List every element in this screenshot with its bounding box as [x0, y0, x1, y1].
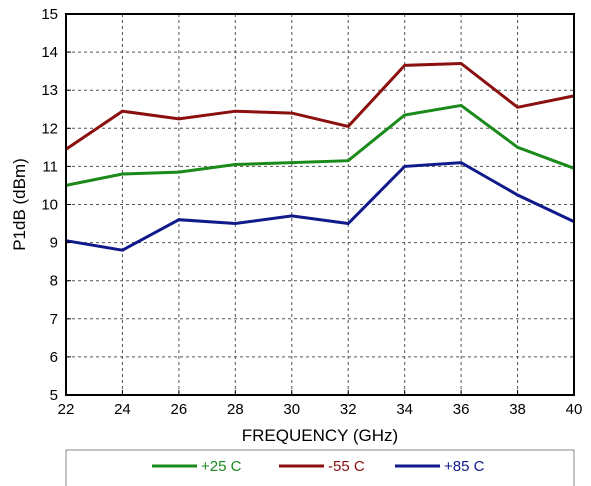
y-tick-label: 8 — [50, 273, 58, 290]
y-axis-ticks: 5 6 7 8 9 10 11 12 13 14 15 — [41, 6, 71, 404]
legend-label-2: -55 C — [328, 458, 365, 475]
x-tick-label: 28 — [227, 401, 244, 418]
x-tick-label: 26 — [171, 401, 188, 418]
y-tick-label: 14 — [41, 44, 58, 61]
y-tick-label: 9 — [50, 235, 58, 252]
x-axis-ticks: 22 24 26 28 30 32 34 36 38 40 — [58, 390, 583, 418]
y-tick-label: 5 — [50, 387, 58, 404]
x-axis-label: FREQUENCY (GHz) — [242, 426, 398, 445]
x-tick-label: 32 — [340, 401, 357, 418]
series-line-1 — [65, 103, 575, 187]
x-tick-label: 30 — [283, 401, 300, 418]
x-tick-label: 22 — [58, 401, 75, 418]
y-tick-label: 15 — [41, 6, 58, 23]
series-lines — [65, 61, 575, 252]
legend: +25 C -55 C +85 C — [65, 449, 575, 486]
legend-box — [65, 449, 575, 486]
y-tick-label: 13 — [41, 82, 58, 99]
y-tick-label: 11 — [42, 158, 58, 175]
y-tick-label: 12 — [41, 120, 58, 137]
series-line-3 — [65, 161, 575, 252]
x-tick-label: 36 — [453, 401, 470, 418]
x-tick-label: 24 — [114, 401, 131, 418]
y-tick-label: 6 — [50, 349, 58, 366]
y-tick-label: 7 — [50, 311, 58, 328]
y-axis-label: P1dB (dBm) — [10, 158, 29, 251]
series-line-2 — [65, 61, 575, 151]
x-tick-label: 38 — [509, 401, 526, 418]
y-tick-label: 10 — [41, 197, 58, 214]
legend-label-3: +85 C — [444, 458, 485, 475]
legend-label-1: +25 C — [201, 458, 242, 475]
x-tick-label: 40 — [566, 401, 583, 418]
grid — [66, 14, 574, 395]
x-tick-label: 34 — [396, 401, 413, 418]
